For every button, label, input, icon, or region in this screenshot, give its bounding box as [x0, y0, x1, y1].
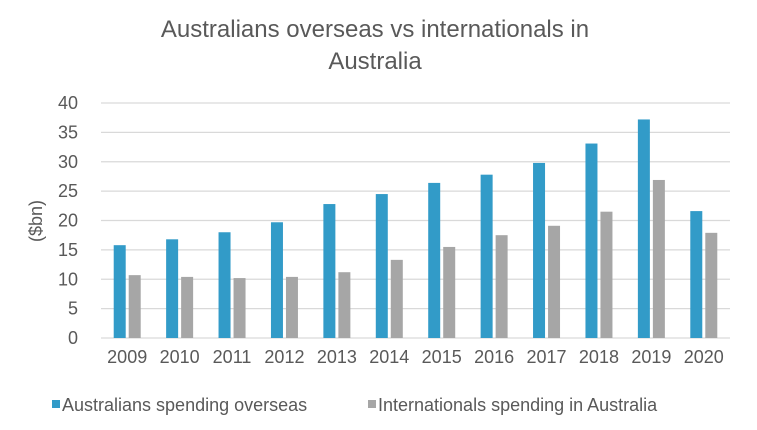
legend-label: Internationals spending in Australia [378, 395, 658, 415]
legend-label: Australians spending overseas [62, 395, 307, 415]
x-tick-label: 2013 [317, 347, 357, 367]
x-tick-label: 2012 [264, 347, 304, 367]
bar-internationals-in-australia-2016 [495, 235, 508, 338]
x-tick-label: 2009 [107, 347, 147, 367]
bar-australians-overseas-2020 [690, 211, 703, 338]
x-tick-label: 2019 [631, 347, 671, 367]
x-tick-label: 2018 [579, 347, 619, 367]
y-tick-label: 10 [58, 269, 78, 289]
x-tick-label: 2014 [369, 347, 409, 367]
bar-internationals-in-australia-2014 [390, 259, 403, 338]
y-tick-label: 35 [58, 122, 78, 142]
bar-internationals-in-australia-2017 [548, 225, 561, 338]
x-tick-label: 2011 [213, 347, 252, 367]
bar-internationals-in-australia-2009 [128, 275, 141, 338]
bar-internationals-in-australia-2015 [443, 246, 456, 338]
bar-internationals-in-australia-2013 [338, 272, 351, 338]
x-tick-label: 2020 [684, 347, 724, 367]
bar-internationals-in-australia-2018 [600, 211, 613, 338]
bar-internationals-in-australia-2012 [285, 276, 298, 338]
y-tick-label: 40 [58, 93, 78, 113]
bar-internationals-in-australia-2011 [233, 278, 246, 338]
bar-australians-overseas-2016 [480, 174, 493, 338]
y-tick-label: 0 [68, 328, 78, 348]
y-tick-label: 25 [58, 181, 78, 201]
bar-australians-overseas-2009 [113, 245, 126, 338]
bar-australians-overseas-2011 [218, 232, 231, 338]
y-axis-label: ($bn) [26, 200, 46, 242]
legend-swatch [368, 400, 376, 408]
bar-australians-overseas-2015 [428, 182, 441, 338]
y-tick-label: 5 [68, 299, 78, 319]
bar-australians-overseas-2018 [585, 143, 598, 338]
bar-internationals-in-australia-2019 [652, 179, 665, 338]
bar-internationals-in-australia-2010 [181, 276, 194, 338]
chart-title-line-2: Australia [328, 48, 422, 75]
bar-australians-overseas-2019 [637, 119, 650, 338]
bar-australians-overseas-2017 [533, 162, 546, 338]
bar-internationals-in-australia-2020 [705, 232, 718, 338]
chart-title-line-1: Australians overseas vs internationals i… [161, 16, 589, 43]
bar-australians-overseas-2010 [166, 239, 179, 338]
x-tick-label: 2010 [160, 347, 200, 367]
bar-australians-overseas-2012 [270, 222, 283, 338]
x-tick-label: 2015 [422, 347, 462, 367]
y-tick-label: 15 [58, 240, 78, 260]
bar-australians-overseas-2014 [375, 194, 388, 338]
y-tick-label: 30 [58, 152, 78, 172]
x-tick-label: 2017 [527, 347, 567, 367]
bar-australians-overseas-2013 [323, 204, 336, 338]
y-tick-label: 20 [58, 211, 78, 231]
legend-swatch [52, 400, 60, 408]
x-tick-label: 2016 [474, 347, 514, 367]
